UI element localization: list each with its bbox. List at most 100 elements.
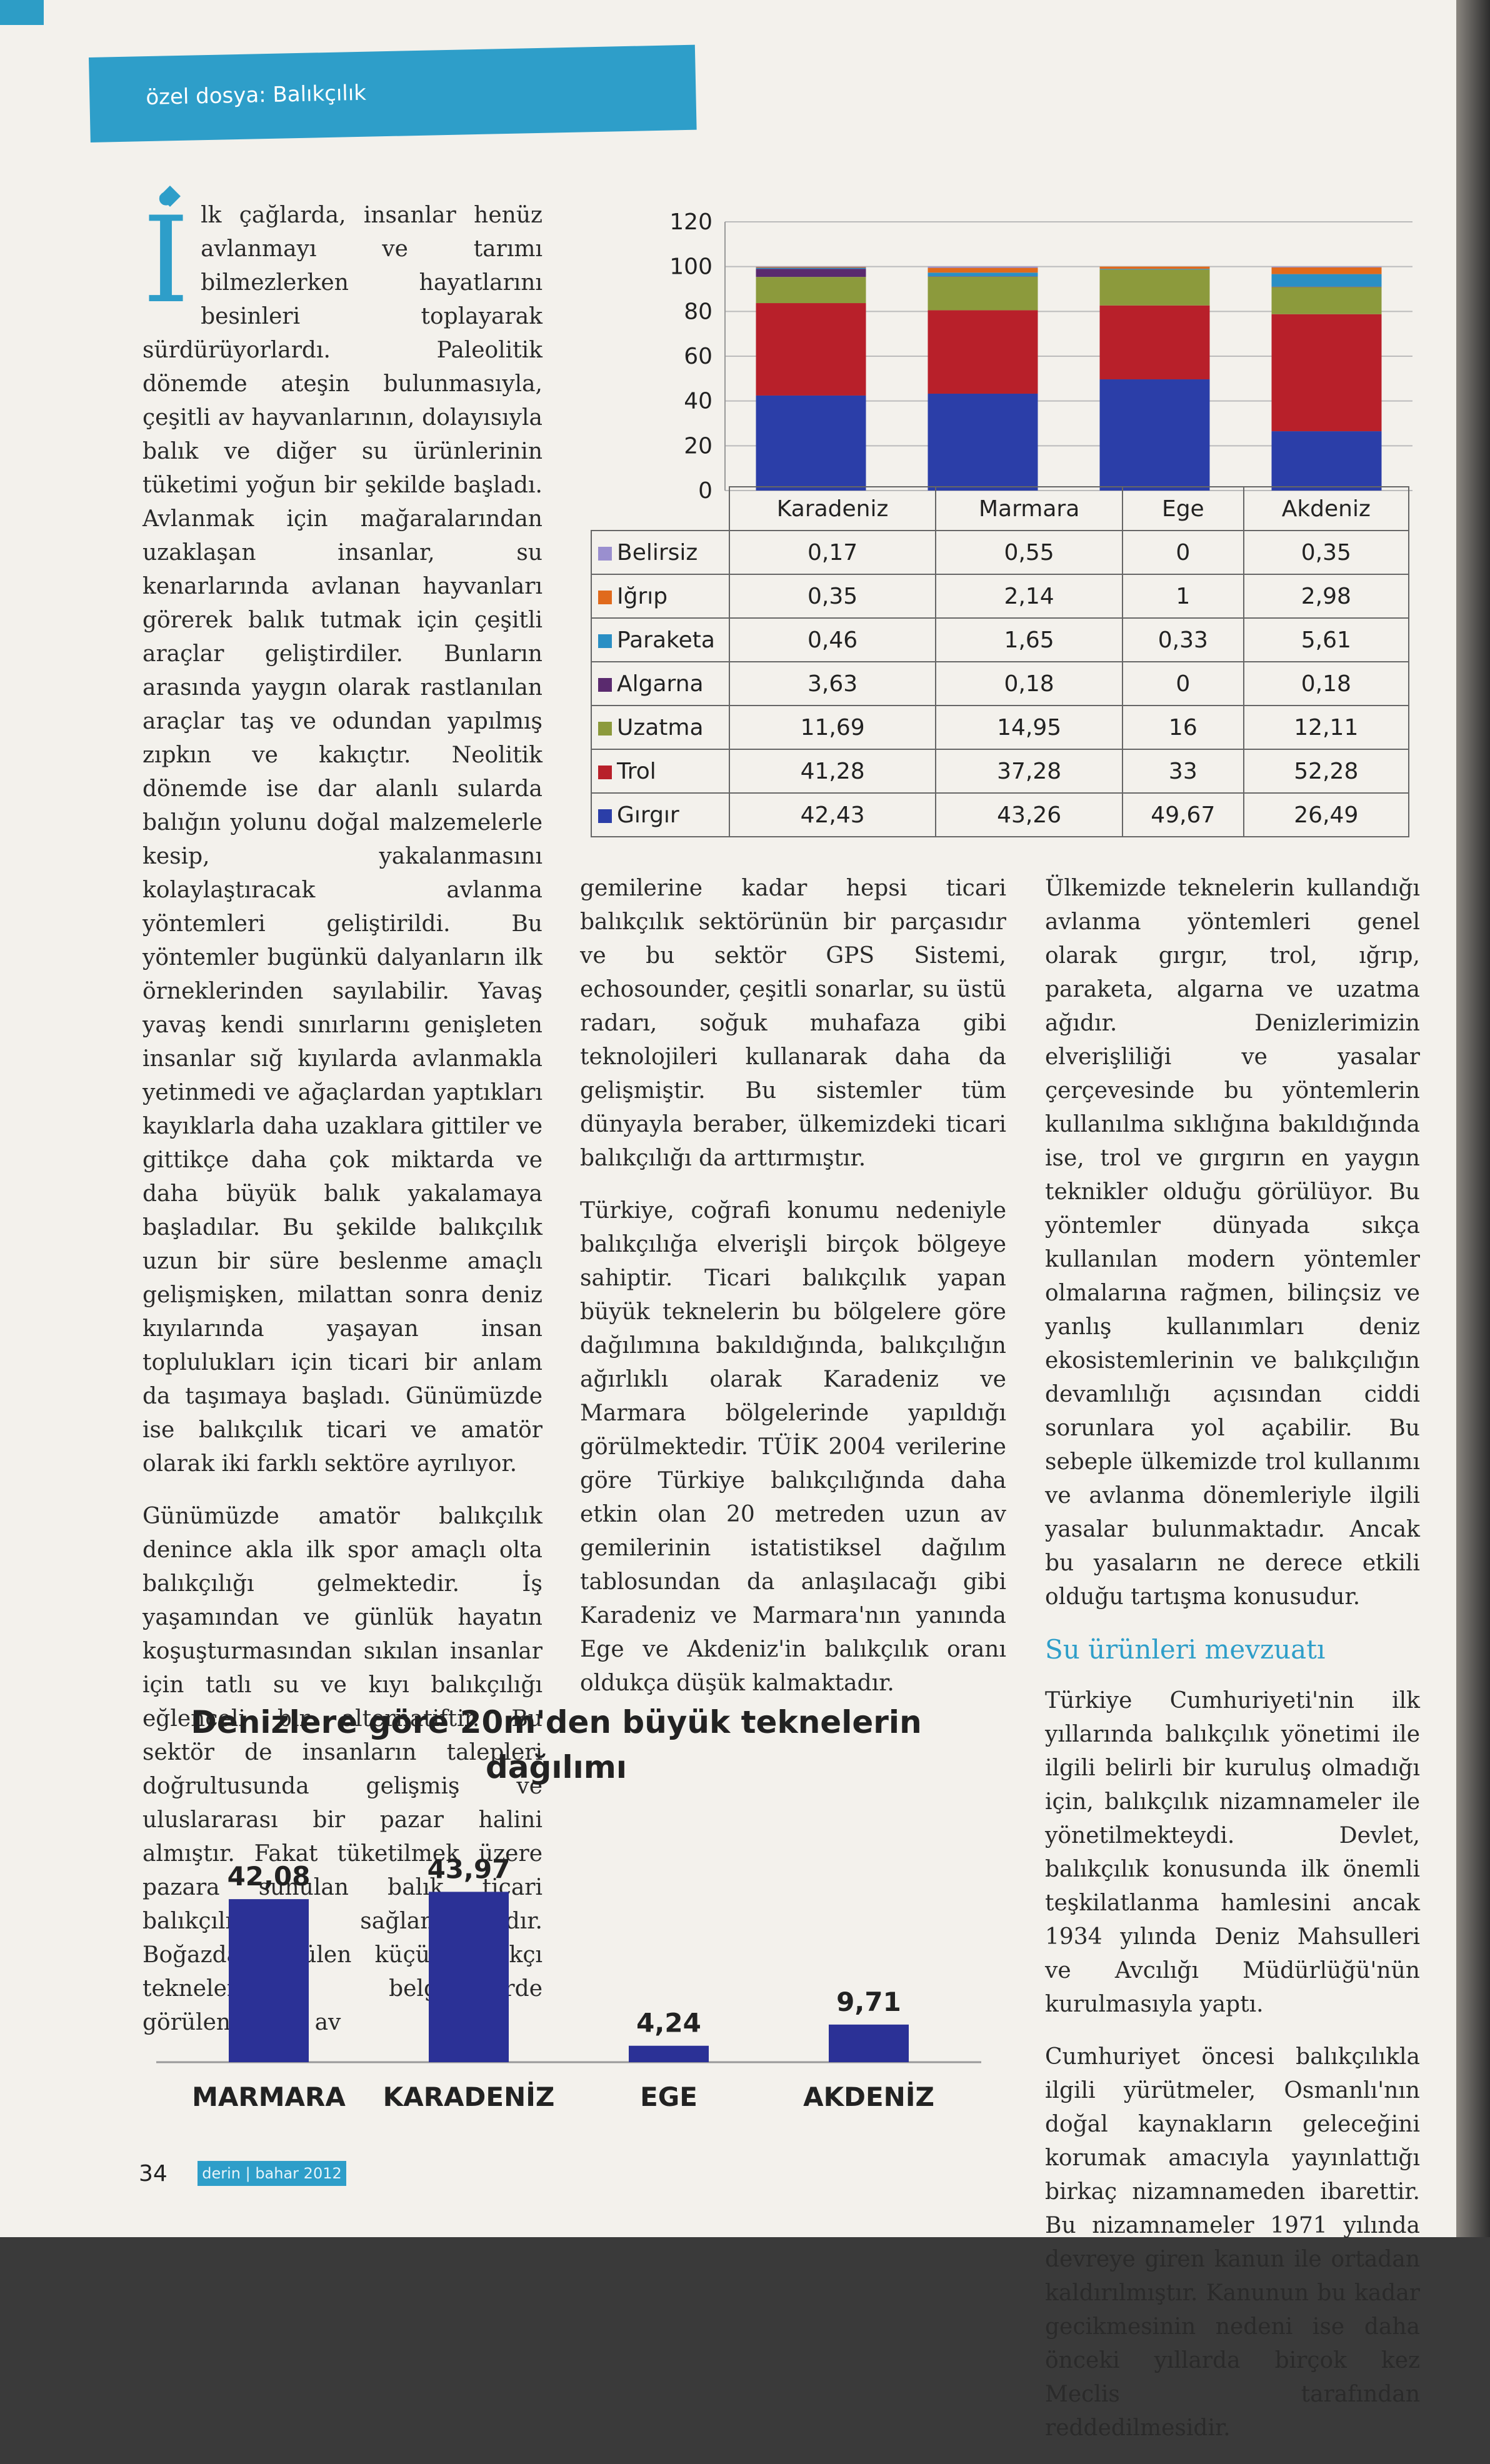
table-cell: 11,69 xyxy=(728,705,937,750)
table-row: Algarna 3,63 0,18 0 0,18 xyxy=(591,661,1410,706)
legend-swatch xyxy=(598,765,612,779)
bar xyxy=(229,1899,309,2062)
corner-accent xyxy=(0,0,44,25)
y-tick-label: 0 xyxy=(698,478,712,504)
paragraph-regions: Türkiye, coğrafi konumu nedeniyle balıkç… xyxy=(580,1198,1006,1696)
table-cell: 0,35 xyxy=(1242,530,1410,575)
bar-segment xyxy=(1099,269,1210,306)
category-label: KARADENİZ xyxy=(383,2081,555,2112)
table-cell: 0,55 xyxy=(935,530,1124,575)
y-tick-label: 120 xyxy=(669,209,712,235)
bar-segment xyxy=(1099,379,1210,491)
category-label: AKDENİZ xyxy=(803,2081,934,2112)
series-label: Algarna xyxy=(591,661,730,706)
paragraph-methods: Ülkemizde teknelerin kullandığı avlanma … xyxy=(1045,875,1420,1610)
table-cell: 2,98 xyxy=(1242,574,1410,619)
series-label: Iğrıp xyxy=(591,574,730,619)
intro-text: lk çağlarda, insanlar henüz avlanmayı ve… xyxy=(142,202,542,1477)
table-cell: 2,14 xyxy=(935,574,1124,619)
column-header: Karadeniz xyxy=(728,486,937,531)
bar-segment xyxy=(1271,274,1382,287)
legend-swatch xyxy=(598,677,612,692)
bar-chart-title: Denizlere göre 20m'den büyük teknelerin … xyxy=(191,1704,922,1785)
value-label: 9,71 xyxy=(836,1987,901,2017)
bar-segment xyxy=(928,276,1038,277)
column-header: Ege xyxy=(1122,486,1244,531)
table-cell: 0,18 xyxy=(1242,661,1410,706)
table-cell: 0,17 xyxy=(728,530,937,575)
series-name: Trol xyxy=(617,758,656,784)
paragraph-amateur: Günümüzde amatör balıkçılık denince akla… xyxy=(142,1504,542,2035)
table-row: Trol 41,28 37,28 33 52,28 xyxy=(591,749,1410,794)
table-cell: 43,26 xyxy=(935,792,1124,837)
table-cell: 16 xyxy=(1122,705,1244,750)
book-spine xyxy=(1456,0,1490,2237)
legend-swatch xyxy=(598,546,612,561)
data-table: Karadeniz Marmara Ege Akdeniz Belirsiz 0,… xyxy=(591,486,1410,837)
table-row: Iğrıp 0,35 2,14 1 2,98 xyxy=(591,574,1410,619)
series-name: Paraketa xyxy=(617,627,715,653)
legend-swatch xyxy=(598,809,612,823)
page-number: 34 xyxy=(139,2161,168,2187)
legend-swatch xyxy=(598,634,612,648)
stacked-bar-chart: 120 100 80 60 40 20 0 xyxy=(669,209,1412,504)
drop-cap: İ xyxy=(142,191,190,329)
table-cell: 26,49 xyxy=(1242,792,1410,837)
table-cell: 37,28 xyxy=(935,749,1124,794)
y-tick-label: 100 xyxy=(669,254,712,280)
bar xyxy=(429,1892,509,2062)
bar-segment xyxy=(1271,431,1382,491)
value-label: 42,08 xyxy=(228,1861,311,1892)
table-cell: 14,95 xyxy=(935,705,1124,750)
bar-segment xyxy=(756,277,866,304)
table-cell: 3,63 xyxy=(728,661,937,706)
magazine-tag: derin | bahar 2012 xyxy=(198,2161,346,2186)
paragraph-ottoman: Cumhuriyet öncesi balıkçılıkla ilgili yü… xyxy=(1045,2044,1420,2441)
series-label: Trol xyxy=(591,749,730,794)
bar-segment xyxy=(1271,314,1382,432)
table-cell: 42,43 xyxy=(728,792,937,837)
table-cell: 0,35 xyxy=(728,574,937,619)
series-label: Belirsiz xyxy=(591,530,730,575)
table-cell: 33 xyxy=(1122,749,1244,794)
table-cell: 52,28 xyxy=(1242,749,1410,794)
series-name: Algarna xyxy=(617,671,704,697)
bar-segment xyxy=(756,395,866,491)
column-header: Marmara xyxy=(935,486,1124,531)
bar xyxy=(629,2045,709,2062)
paragraph-commercial: gemilerine kadar hepsi ticari balıkçılık… xyxy=(580,875,1006,1171)
table-row: Paraketa 0,46 1,65 0,33 5,61 xyxy=(591,617,1410,662)
series-label: Gırgır xyxy=(591,792,730,837)
y-tick-label: 60 xyxy=(684,344,712,369)
table-cell: 0,33 xyxy=(1122,617,1244,662)
series-name: Uzatma xyxy=(617,714,704,741)
bar-segment xyxy=(1099,266,1210,269)
legend-swatch xyxy=(598,590,612,604)
table-row: Uzatma 11,69 14,95 16 12,11 xyxy=(591,705,1410,750)
category-label: MARMARA xyxy=(192,2082,346,2112)
bar-segment xyxy=(1271,267,1382,274)
bar-segment xyxy=(756,303,866,396)
table-row: Gırgır 42,43 43,26 49,67 26,49 xyxy=(591,792,1410,837)
legend-swatch xyxy=(598,721,612,736)
series-label: Uzatma xyxy=(591,705,730,750)
value-label: 4,24 xyxy=(636,2008,701,2038)
table-cell: 0 xyxy=(1122,530,1244,575)
table-cell: 49,67 xyxy=(1122,792,1244,837)
bar-segment xyxy=(928,310,1038,394)
table-cell: 0,46 xyxy=(728,617,937,662)
series-name: Belirsiz xyxy=(617,539,698,566)
table-cell: 1 xyxy=(1122,574,1244,619)
table-body: Belirsiz 0,17 0,55 0 0,35 Iğrıp 0,35 2,14 1 2,98 P… xyxy=(591,530,1410,837)
value-label: 43,97 xyxy=(428,1853,511,1884)
table-row: Belirsiz 0,17 0,55 0 0,35 xyxy=(591,530,1410,575)
column-header: Akdeniz xyxy=(1242,486,1410,531)
series-label: Paraketa xyxy=(591,617,730,662)
bar-segment xyxy=(928,267,1038,273)
category-label: EGE xyxy=(640,2082,698,2112)
series-name: Gırgır xyxy=(617,802,679,828)
table-corner xyxy=(591,487,729,531)
